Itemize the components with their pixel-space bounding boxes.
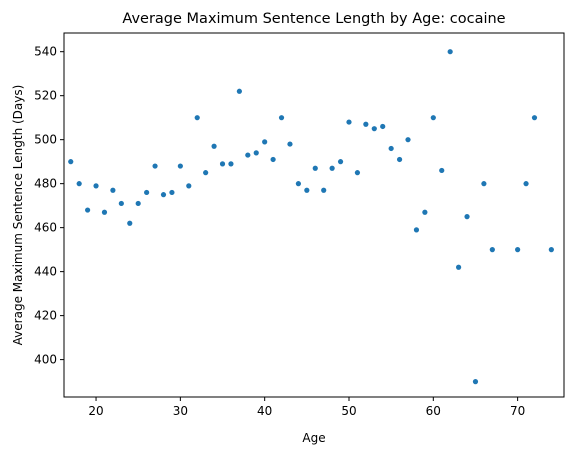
x-tick-label: 20 bbox=[88, 404, 103, 418]
data-point bbox=[203, 170, 209, 176]
data-point bbox=[118, 200, 124, 207]
x-tick-label: 30 bbox=[173, 404, 188, 418]
data-point bbox=[413, 227, 420, 233]
data-point bbox=[262, 139, 268, 145]
data-point bbox=[152, 163, 158, 169]
data-point bbox=[472, 379, 479, 385]
y-tick-label: 500 bbox=[34, 133, 57, 147]
data-point bbox=[270, 156, 276, 163]
chart-title: Average Maximum Sentence Length by Age: … bbox=[122, 11, 505, 27]
data-point bbox=[523, 181, 529, 187]
y-tick-label: 480 bbox=[34, 177, 57, 191]
data-point bbox=[236, 88, 242, 94]
data-point bbox=[85, 207, 91, 213]
data-point bbox=[380, 123, 386, 130]
data-point bbox=[287, 141, 293, 147]
x-tick-label: 40 bbox=[257, 404, 272, 418]
data-point bbox=[312, 165, 318, 171]
y-axis-label: Average Maximum Sentence Length (Days) bbox=[11, 85, 25, 346]
data-point bbox=[253, 150, 259, 156]
data-point bbox=[548, 247, 554, 253]
data-point bbox=[186, 183, 192, 189]
x-tick-label: 50 bbox=[341, 404, 356, 418]
data-point bbox=[304, 187, 310, 193]
data-point bbox=[93, 183, 99, 189]
data-point bbox=[337, 159, 344, 165]
data-point bbox=[447, 49, 453, 55]
data-point bbox=[177, 163, 183, 169]
data-point bbox=[295, 181, 301, 187]
data-point bbox=[346, 119, 352, 125]
data-point bbox=[211, 143, 217, 149]
data-point bbox=[531, 115, 538, 121]
x-tick-label: 70 bbox=[510, 404, 525, 418]
data-point bbox=[515, 247, 521, 253]
data-point bbox=[363, 121, 369, 127]
data-point bbox=[160, 192, 167, 198]
data-point bbox=[321, 187, 327, 193]
x-tick-label: 60 bbox=[426, 404, 441, 418]
data-point bbox=[144, 189, 150, 196]
y-tick-label: 400 bbox=[34, 353, 57, 367]
data-point bbox=[388, 145, 394, 152]
y-tick-label: 540 bbox=[34, 45, 57, 59]
data-point bbox=[76, 181, 82, 187]
data-point bbox=[194, 115, 200, 121]
x-axis-label: Age bbox=[302, 431, 325, 445]
y-tick-label: 460 bbox=[34, 221, 57, 235]
data-point bbox=[481, 181, 487, 187]
data-point bbox=[245, 152, 251, 158]
data-point bbox=[422, 209, 428, 215]
data-point bbox=[405, 137, 411, 143]
plot-frame bbox=[63, 32, 565, 398]
data-point bbox=[101, 209, 108, 215]
data-point bbox=[456, 264, 462, 270]
data-point bbox=[228, 161, 234, 167]
data-point bbox=[464, 214, 470, 220]
data-point bbox=[68, 159, 74, 165]
data-points bbox=[68, 49, 554, 385]
y-tick-label: 420 bbox=[34, 309, 57, 323]
data-point bbox=[278, 115, 285, 121]
data-point bbox=[354, 170, 361, 176]
data-point bbox=[169, 189, 175, 196]
data-point bbox=[371, 126, 377, 132]
data-point bbox=[127, 220, 133, 226]
data-point bbox=[110, 187, 116, 193]
y-tick-label: 440 bbox=[34, 265, 57, 279]
data-point bbox=[329, 165, 335, 171]
data-point bbox=[396, 156, 403, 163]
x-axis: 20 30 40 50 60 70 bbox=[88, 397, 525, 418]
data-point bbox=[219, 161, 226, 167]
y-axis: 400 420 440 460 480 500 520 540 bbox=[34, 45, 64, 367]
y-tick-label: 520 bbox=[34, 89, 57, 103]
data-point bbox=[135, 200, 141, 207]
data-point bbox=[430, 115, 436, 121]
data-point bbox=[489, 247, 495, 253]
data-point bbox=[439, 167, 445, 174]
